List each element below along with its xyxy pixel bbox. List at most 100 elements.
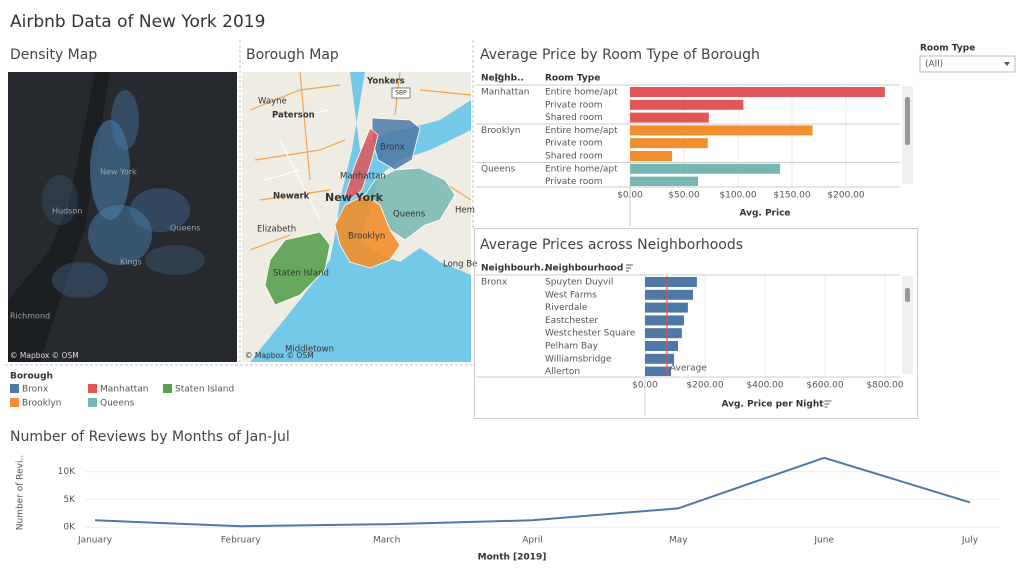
- map-label: Bronx: [380, 143, 405, 153]
- borough-area: [334, 194, 401, 269]
- x-tick-label: February: [221, 536, 262, 546]
- map-label: New York: [325, 191, 384, 204]
- row-label: West Farms: [545, 290, 597, 300]
- map-label: Elizabeth: [257, 225, 296, 235]
- filter-title: Room Type: [920, 44, 975, 54]
- bar: [630, 87, 885, 97]
- axis-title: Avg. Price per Night: [721, 400, 824, 410]
- legend-swatch: [10, 384, 19, 393]
- x-tick-label: July: [961, 536, 979, 546]
- reference-label: Average: [670, 364, 707, 374]
- row-label: Eastchester: [545, 316, 598, 326]
- bar: [630, 151, 673, 161]
- row-label: Westchester Square: [545, 329, 636, 339]
- bar-rows: Bronx Spuyten Duyvil West Farms Riverdale Ea…: [481, 277, 697, 377]
- x-tick-label: January: [77, 536, 113, 546]
- filter-dropdown[interactable]: [919, 55, 1016, 73]
- row-label: Pelham Bay: [545, 342, 599, 352]
- map-label: Long Be: [443, 260, 477, 270]
- map-label: Paterson: [272, 111, 315, 121]
- bar: [645, 277, 697, 287]
- column-header: Neighbourh..: [481, 264, 547, 274]
- x-tick-label: May: [669, 536, 688, 546]
- x-tick-label: March: [373, 536, 400, 546]
- dropdown-arrow[interactable]: [1004, 62, 1010, 66]
- bar: [630, 125, 813, 136]
- bar: [645, 315, 684, 326]
- sort-icon: [495, 74, 502, 82]
- x-tick-label: $800.00: [866, 381, 903, 391]
- chart-title: Number of Reviews by Months of Jan-Jul: [10, 429, 290, 445]
- bar: [645, 289, 693, 300]
- legend-label: Queens: [100, 399, 135, 409]
- borough-area: [344, 127, 379, 201]
- chart-title: Average Prices across Neighborhoods: [480, 237, 743, 253]
- bar: [630, 99, 744, 110]
- x-tick-label: $150.00: [773, 191, 810, 201]
- filter-value[interactable]: (All): [925, 60, 943, 70]
- row-label: Private room: [545, 177, 603, 187]
- map-title: Density Map: [10, 47, 97, 63]
- map-label: SBP: [395, 90, 407, 97]
- x-tick-label: $0.00: [617, 191, 643, 201]
- row-label: Williamsbridge: [545, 354, 612, 364]
- row-label: Entire home/apt: [545, 164, 618, 174]
- row-label: Private room: [545, 100, 603, 110]
- x-tick-label: $200.00: [686, 381, 723, 391]
- sort-icon: [824, 400, 832, 408]
- map-label: Brooklyn: [348, 232, 385, 242]
- bar: [630, 112, 709, 123]
- legend-swatch: [88, 398, 97, 407]
- legend-swatch: [163, 384, 172, 393]
- row-label: Riverdale: [545, 303, 588, 313]
- axis-title: Month [2019]: [478, 553, 547, 563]
- row-label: Private room: [545, 139, 603, 149]
- map-credit: © Mapbox © OSM: [10, 351, 79, 360]
- panel-border: [474, 228, 918, 419]
- x-tick-label: $50.00: [668, 191, 700, 201]
- row-label: Allerton: [545, 367, 580, 377]
- map-label: New York: [100, 168, 137, 177]
- map-label: Queens: [170, 224, 200, 233]
- y-tick-label: 0K: [63, 523, 76, 533]
- scrollbar[interactable]: [902, 276, 913, 374]
- group-label: Manhattan: [481, 88, 529, 98]
- column-header: Neighbourhood: [545, 264, 623, 274]
- map-label: Manhattan: [340, 172, 386, 182]
- y-tick-label: 10K: [58, 467, 76, 477]
- borough-map: Wayne Paterson Yonkers SBP Bronx Manhatt…: [242, 71, 477, 362]
- row-label: Entire home/apt: [545, 126, 618, 136]
- x-tick-label: $100.00: [719, 191, 756, 201]
- bar-rows: Manhattan Entire home/apt Private room Shar…: [476, 87, 900, 187]
- bar: [645, 341, 678, 351]
- row-label: Entire home/apt: [545, 88, 618, 98]
- bar: [630, 138, 708, 149]
- legend-swatch: [88, 384, 97, 393]
- group-label: Queens: [481, 164, 516, 174]
- map-label: Staten Island: [273, 269, 329, 279]
- x-tick-label: $200.00: [827, 191, 864, 201]
- legend-label: Bronx: [22, 385, 49, 395]
- group-label: Brooklyn: [481, 126, 520, 136]
- sort-icon: [626, 264, 633, 272]
- map-label: Richmond: [10, 312, 50, 321]
- map-label: Hudson: [52, 207, 82, 216]
- chart-title: Average Price by Room Type of Borough: [480, 47, 760, 63]
- scrollbar-thumb[interactable]: [905, 97, 910, 145]
- axis-title: Avg. Price: [739, 209, 790, 219]
- map-title: Borough Map: [246, 47, 339, 63]
- scrollbar-thumb[interactable]: [905, 288, 910, 302]
- x-tick-label: June: [813, 536, 834, 546]
- legend-label: Brooklyn: [22, 399, 61, 409]
- density-map: New York Hudson Queens Kings Richmond © …: [8, 72, 237, 362]
- x-tick-label: $0.00: [632, 381, 658, 391]
- dashboard-title: Airbnb Data of New York 2019: [10, 12, 265, 32]
- line: [94, 456, 971, 528]
- map-credit: © Mapbox © OSM: [245, 351, 314, 360]
- legend-swatch: [10, 398, 19, 407]
- borough-area: [264, 231, 331, 306]
- row-label: Shared room: [545, 113, 603, 123]
- map-label: Queens: [393, 210, 426, 220]
- column-header: Room Type: [545, 74, 600, 84]
